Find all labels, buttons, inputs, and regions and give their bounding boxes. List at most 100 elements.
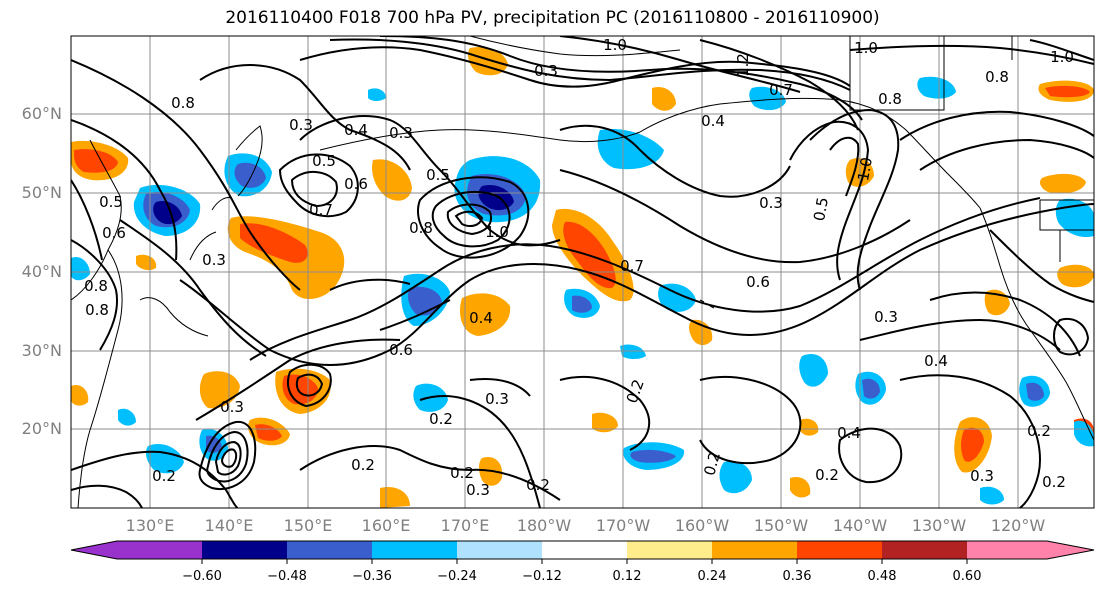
pv-contour: [446, 203, 492, 236]
precip-positive-patch: [961, 427, 984, 462]
contour-label: 0.2: [152, 467, 176, 485]
colorbar-segment: [627, 541, 712, 559]
contour-labels: 1.0 1.0 1.2 1.0 0.8 0.8 0.3 0.7 0.4 0.8 …: [84, 36, 1074, 499]
precip-negative-patch: [1026, 382, 1044, 401]
coastline-kamchatka: [235, 125, 263, 197]
coastline-hawaii: [699, 299, 715, 309]
colorbar-segment: [287, 541, 372, 559]
map-frame: [70, 35, 1095, 509]
pv-contour: [419, 395, 541, 508]
contour-label: 0.8: [171, 94, 195, 112]
precip-negative-patch: [118, 408, 136, 426]
pv-contour: [299, 46, 851, 88]
precip-positive-patch: [800, 418, 819, 436]
lat-label: 60°N: [21, 104, 62, 123]
colorbar-segment: [712, 541, 797, 559]
pv-contour: [559, 169, 911, 264]
pv-contour: [214, 440, 242, 476]
contour-label: 0.3: [874, 308, 898, 326]
contour-label: 0.6: [746, 273, 770, 291]
contour-label: 0.4: [344, 121, 368, 139]
pv-contour: [287, 363, 332, 408]
contour-label: 0.8: [85, 301, 109, 319]
colorbar-label: −0.12: [522, 569, 562, 584]
precip-negative-patch: [572, 295, 592, 313]
precip-positive-patch: [136, 254, 157, 271]
contour-label: 0.3: [389, 124, 413, 142]
precip-negative-patch: [749, 86, 786, 111]
contour-label: 0.8: [985, 68, 1009, 86]
colorbar: [70, 540, 1095, 564]
lon-label: 130°W: [911, 516, 967, 535]
contour-label: 0.2: [1042, 473, 1066, 491]
precip-negative-patch: [206, 435, 222, 453]
contour-label: 0.4: [701, 112, 725, 130]
contour-label: 0.6: [102, 224, 126, 242]
contour-label: 0.7: [769, 81, 793, 99]
contour-label: 0.6: [389, 341, 413, 359]
pv-contour: [899, 374, 1042, 508]
contour-label: 0.2: [351, 456, 375, 474]
lat-label: 50°N: [21, 183, 62, 202]
lon-label: 150°E: [283, 516, 333, 535]
pv-contour: [119, 219, 267, 357]
pv-contour: [199, 64, 411, 171]
coastline-northamerica: [979, 207, 1094, 441]
precip-negative-patch: [862, 378, 880, 399]
pv-contour: [1053, 318, 1090, 356]
pv-contour: [249, 197, 1041, 361]
pv-contour: [431, 190, 511, 248]
pv-contour: [379, 36, 863, 121]
pv-contour: [699, 375, 802, 464]
inset-box-alaska: [849, 36, 945, 111]
precip-positive-patch: [459, 293, 511, 336]
contour-label: 0.4: [469, 309, 493, 327]
precip-negative-patch: [620, 344, 646, 359]
pv-contour: [1029, 39, 1094, 61]
contour-label: 0.8: [84, 277, 108, 295]
pv-contour: [299, 445, 561, 501]
precip-positive-patch: [71, 384, 89, 406]
colorbar-ticks: [201, 559, 968, 564]
contour-label: 0.7: [309, 201, 333, 219]
contour-label: 0.2: [526, 476, 550, 494]
colorbar-label: 0.12: [612, 569, 642, 584]
contour-label: 0.2: [429, 410, 453, 428]
pv-contour: [829, 136, 860, 197]
lon-label: 150°W: [753, 516, 809, 535]
pv-contour: [195, 338, 401, 421]
pv-contour: [329, 278, 411, 291]
pv-contour: [849, 44, 1094, 65]
lon-label: 180°W: [516, 516, 572, 535]
contour-label: 1.0: [485, 223, 509, 241]
contour-label: 0.3: [202, 251, 226, 269]
lon-label: 170°W: [595, 516, 651, 535]
lat-label: 30°N: [21, 341, 62, 360]
pv-contour: [899, 110, 1094, 141]
map-title: 2016110400 F018 700 hPa PV, precipitatio…: [225, 8, 880, 28]
precip-positive-patch: [255, 424, 282, 441]
contour-label: 0.2: [1027, 422, 1051, 440]
lon-label: 140°W: [832, 516, 888, 535]
contour-label: 1.2: [734, 53, 752, 77]
pv-contour: [290, 171, 338, 208]
colorbar-label: −0.60: [182, 569, 222, 584]
pv-contour: [559, 36, 801, 93]
precip-positive-patch: [1045, 85, 1090, 98]
pv-contour: [929, 291, 1081, 357]
colorbar-label: −0.36: [352, 569, 392, 584]
precip-positive-patch: [240, 223, 308, 263]
precip-negative-patch: [368, 88, 386, 101]
contour-label: 0.3: [220, 398, 244, 416]
precip-negative-patch: [799, 354, 828, 387]
contour-label: 0.3: [759, 194, 783, 212]
contour-label: 0.2: [815, 466, 839, 484]
pv-contour: [220, 448, 238, 468]
pv-contour: [838, 427, 903, 484]
coastline-arctic: [469, 36, 681, 57]
precip-negative-patch: [719, 460, 752, 494]
pv-contour: [417, 176, 530, 259]
precip-negative-patch: [1074, 420, 1094, 447]
pv-contour: [379, 299, 451, 331]
precip-positive-patch: [652, 86, 676, 111]
